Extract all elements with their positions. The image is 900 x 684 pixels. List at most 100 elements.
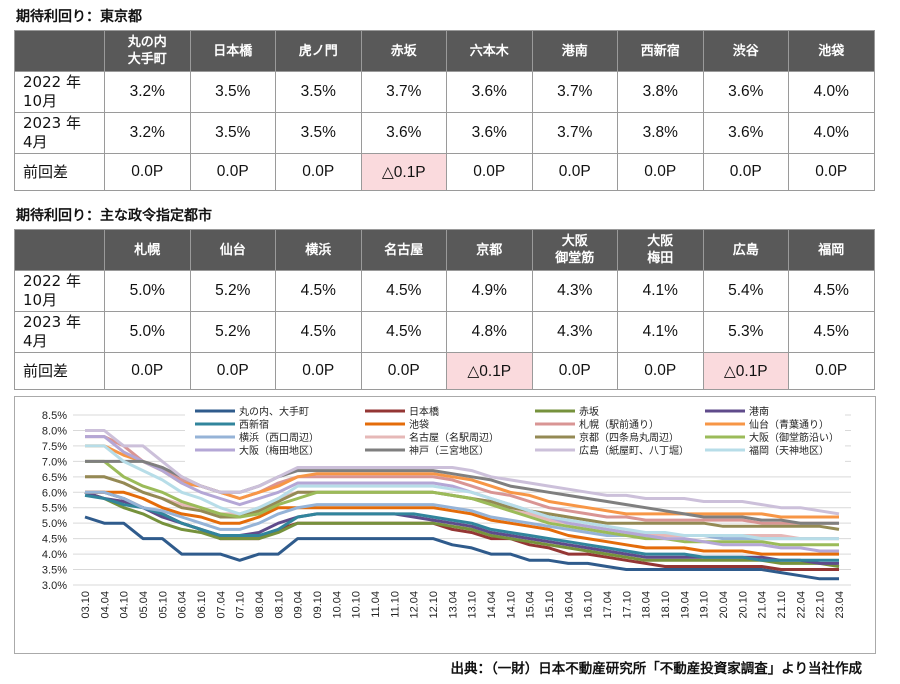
table-cell: 3.8% [617,112,704,154]
x-tick-label: 06.10 [196,591,208,619]
table-row: 2022 年 10月 3.2% 3.5% 3.5% 3.7% 3.6% 3.7% 3.8% 3.… [14,71,875,113]
y-tick-label: 3.0% [42,580,67,592]
table-cell: 3.6% [702,112,789,154]
table-cell: 3.7% [360,71,447,113]
table-cell: 3.5% [189,112,276,154]
x-tick-label: 23.04 [834,591,846,619]
table-row: 前回差 0.0P 0.0P 0.0P 0.0P △0.1P 0.0P 0.0P △0.1P 0.0… [14,352,875,390]
table-cell: 0.0P [189,352,276,390]
row-label: 2023 年 4月 [14,311,105,353]
x-tick-label: 06.04 [177,591,189,619]
header-corner [14,229,105,271]
x-tick-label: 20.10 [737,591,749,619]
table-cell: △0.1P [360,153,447,191]
table-cell: 3.6% [446,112,533,154]
table-cell: 0.0P [275,352,362,390]
yield-line-chart-svg: 3.0% 3.5% 4.0% 4.5% 5.0% 5.5% 6.0% 6.5% 7.0% 7.5%… [42,403,851,619]
legend-label: 横浜（西口周辺） [239,431,319,444]
table-cell: 3.5% [275,71,362,113]
x-tick-label: 21.04 [757,591,769,619]
x-tick-label: 19.10 [699,591,711,619]
x-tick-label: 22.10 [815,591,827,619]
x-tick-label: 21.10 [776,591,788,619]
column-header: 虎ノ門 [275,30,362,72]
table-cell: △0.1P [446,352,533,390]
table-cell: 5.0% [104,311,191,353]
x-tick-label: 17.10 [621,591,633,619]
table-cell: 0.0P [617,352,704,390]
table-cell: 4.3% [531,270,618,312]
source-note: 出典：（一財）日本不動産研究所「不動産投資家調査」より当社作成 [450,661,862,677]
series-line [85,435,839,553]
column-header: 池袋 [788,30,875,72]
x-tick-label: 08.10 [273,591,285,619]
table-cell: 4.0% [788,112,875,154]
table-cell: 0.0P [104,153,191,191]
legend-label: 日本橋 [409,405,439,418]
table-cell: △0.1P [702,352,789,390]
legend-label: 港南 [749,405,769,418]
row-label: 前回差 [14,153,105,191]
table-cell: 0.0P [446,153,533,191]
x-tick-label: 12.10 [428,591,440,619]
legend-label: 西新宿 [239,418,269,431]
table-cell: 3.6% [702,71,789,113]
table-cell: 0.0P [275,153,362,191]
x-tick-label: 18.04 [641,591,653,619]
y-tick-label: 7.0% [42,456,67,468]
table-cell: 3.5% [275,112,362,154]
x-tick-label: 07.04 [215,591,227,619]
table-cell: 3.8% [617,71,704,113]
table-cell: 0.0P [531,153,618,191]
series-line [84,515,839,581]
column-header: 横浜 [275,229,362,271]
series-line [85,490,839,541]
column-header: 福岡 [788,229,875,271]
legend-label: 池袋 [409,418,429,431]
legend-label: 京都（四条烏丸周辺） [579,431,679,444]
legend-label: 大阪（梅田地区） [239,444,319,457]
table-cell: 4.5% [788,311,875,353]
table-cell: 3.2% [104,71,191,113]
legend-label: 広島（紙屋町、八丁堀） [579,444,689,457]
table-cell: 4.8% [446,311,533,353]
series-line [85,444,839,541]
column-header: 六本木 [446,30,533,72]
x-tick-label: 16.04 [563,591,575,619]
table-cell: 5.2% [189,270,276,312]
table-cell: 5.0% [104,270,191,312]
y-tick-label: 6.5% [42,472,67,484]
column-header: 仙台 [189,229,276,271]
table-cell: 4.5% [275,270,362,312]
table-cell: 3.6% [446,71,533,113]
table-cell: 0.0P [702,153,789,191]
table-row: 2023 年 4月 3.2% 3.5% 3.5% 3.6% 3.6% 3.7% 3.8% 3.6… [14,112,875,154]
y-tick-label: 7.5% [42,441,67,453]
x-tick-label: 12.04 [409,591,421,619]
column-header: 京都 [446,229,533,271]
table-cell: 3.7% [531,71,618,113]
x-tick-label: 10.04 [331,591,343,619]
table-cell: 5.2% [189,311,276,353]
x-tick-label: 18.10 [660,591,672,619]
y-tick-label: 5.5% [42,503,67,515]
header-corner [14,30,105,72]
legend-background [185,403,845,465]
x-tick-label: 14.04 [486,591,498,619]
cities-section-title: 期待利回り：主な政令指定都市 [16,208,212,224]
series-line [85,459,839,547]
x-tick-label: 09.04 [293,591,305,619]
x-tick-label: 05.10 [157,591,169,619]
y-tick-label: 3.5% [42,565,67,577]
table-cell: 4.0% [788,71,875,113]
x-tick-label: 20.04 [718,591,730,619]
x-tick-label: 14.10 [505,591,517,619]
x-tick-label: 22.04 [795,591,807,619]
x-tick-label: 11.10 [389,591,401,618]
x-tick-label: 19.04 [679,591,691,619]
table-cell: 4.5% [788,270,875,312]
x-tick-label: 05.04 [138,591,150,619]
table-cell: 5.3% [702,311,789,353]
table-cell: 0.0P [788,153,875,191]
y-tick-label: 4.5% [42,534,67,546]
